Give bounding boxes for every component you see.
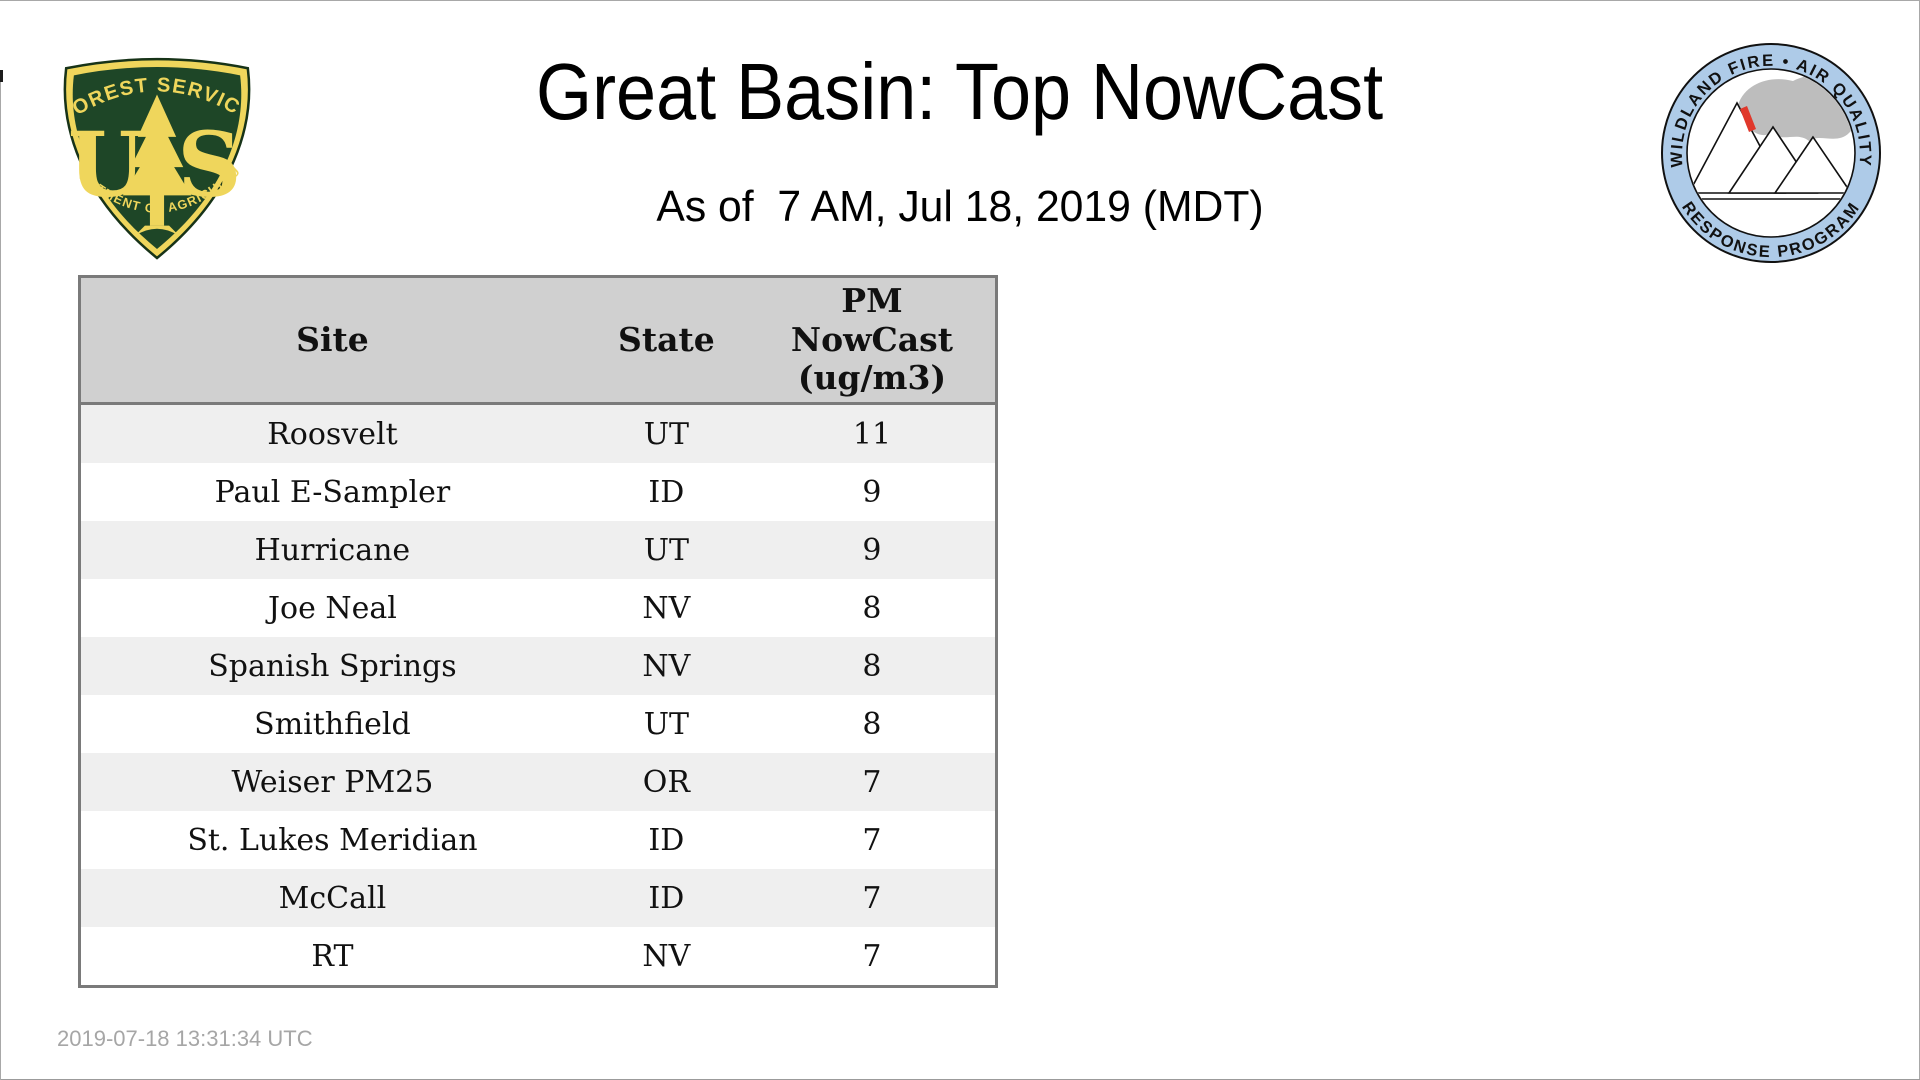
site-cell: Hurricane xyxy=(254,532,411,568)
state-cell: OR xyxy=(642,764,690,800)
state-cell: UT xyxy=(643,706,690,742)
value-cell: 11 xyxy=(852,416,892,452)
table-row: Smithfield UT 8 xyxy=(79,695,997,753)
table-header-row: Site State PM NowCast (ug/m3) xyxy=(79,276,997,405)
window-edge-left xyxy=(0,73,1,1080)
column-header-site: Site xyxy=(79,276,584,405)
table-row: Weiser PM25 OR 7 xyxy=(79,753,997,811)
table-row: Hurricane UT 9 xyxy=(79,521,997,579)
column-header-pm-nowcast: PM NowCast (ug/m3) xyxy=(748,276,997,405)
state-cell: UT xyxy=(643,532,690,568)
site-cell: Paul E-Sampler xyxy=(214,474,451,510)
value-cell: 7 xyxy=(862,764,882,800)
state-cell: ID xyxy=(648,822,685,858)
site-cell: St. Lukes Meridian xyxy=(187,822,478,858)
nowcast-table: Site State PM NowCast (ug/m3) Roosvelt U… xyxy=(78,275,998,988)
site-cell: Roosvelt xyxy=(267,416,398,452)
forest-service-logo: FOREST SERVICE DEPARTMENT OF AGRICULTURE… xyxy=(56,42,251,260)
window-edge-top xyxy=(0,0,1920,1)
site-cell: RT xyxy=(311,938,354,974)
value-cell: 9 xyxy=(862,532,882,568)
state-cell: UT xyxy=(643,416,690,452)
value-cell: 9 xyxy=(862,474,882,510)
generated-timestamp: 2019-07-18 13:31:34 UTC xyxy=(57,1026,313,1051)
site-cell: Spanish Springs xyxy=(208,648,457,684)
site-cell: Smithfield xyxy=(254,706,411,742)
mountains-icon xyxy=(1688,101,1853,194)
state-cell: ID xyxy=(648,474,685,510)
site-cell: McCall xyxy=(278,880,387,916)
fs-letter-s: S xyxy=(177,112,241,216)
value-cell: 8 xyxy=(862,590,882,626)
table-row: Paul E-Sampler ID 9 xyxy=(79,463,997,521)
value-cell: 8 xyxy=(862,648,882,684)
site-cell: Weiser PM25 xyxy=(231,764,434,800)
site-cell: Joe Neal xyxy=(267,590,397,626)
table-row: Joe Neal NV 8 xyxy=(79,579,997,637)
flame-mark-icon xyxy=(1740,106,1756,132)
table-row: RT NV 7 xyxy=(79,927,997,987)
air-quality-program-logo: WILDLAND FIRE • AIR QUALITY RESPONSE PRO… xyxy=(1661,43,1881,263)
screen-edge-artifact xyxy=(0,70,3,82)
state-cell: NV xyxy=(642,938,691,974)
pine-tree-icon xyxy=(122,94,192,236)
value-cell: 8 xyxy=(862,706,882,742)
column-header-state: State xyxy=(583,276,749,405)
value-cell: 7 xyxy=(862,880,882,916)
value-cell: 7 xyxy=(862,938,882,974)
table-row: Roosvelt UT 11 xyxy=(79,403,997,463)
page-subtitle: As of 7 AM, Jul 18, 2019 (MDT) xyxy=(656,182,1264,231)
table-row: Spanish Springs NV 8 xyxy=(79,637,997,695)
table-row: McCall ID 7 xyxy=(79,869,997,927)
page-title: Great Basin: Top NowCast xyxy=(536,47,1384,136)
state-cell: NV xyxy=(642,648,691,684)
state-cell: NV xyxy=(642,590,691,626)
state-cell: ID xyxy=(648,880,685,916)
table-row: St. Lukes Meridian ID 7 xyxy=(79,811,997,869)
value-cell: 7 xyxy=(862,822,882,858)
